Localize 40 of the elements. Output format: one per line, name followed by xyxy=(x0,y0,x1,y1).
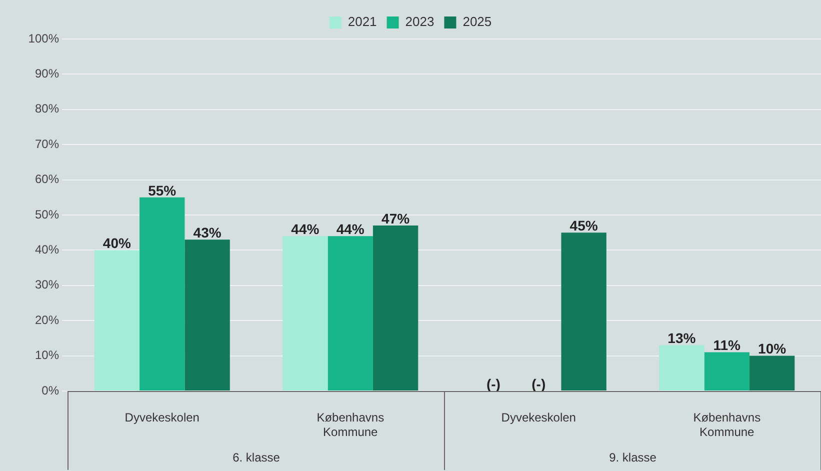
legend-label: 2021 xyxy=(348,14,377,30)
y-tick-label: 70% xyxy=(34,136,60,151)
x-tick-label: Dyvekeskolen xyxy=(124,410,200,425)
bar xyxy=(561,232,606,390)
y-tick-label: 0% xyxy=(42,383,60,398)
legend-label: 2023 xyxy=(405,14,434,30)
bar xyxy=(328,236,373,390)
data-label: 13% xyxy=(668,330,696,346)
data-label: 43% xyxy=(193,224,222,240)
y-tick-label: 40% xyxy=(34,242,60,257)
y-tick-label: 90% xyxy=(34,66,60,81)
y-tick-label: 80% xyxy=(34,102,60,116)
bar xyxy=(659,345,704,390)
y-tick-label: 30% xyxy=(34,278,60,292)
y-tick-label: 50% xyxy=(34,207,60,222)
x-tick-label: Københavns Kommune xyxy=(693,410,761,439)
bar xyxy=(140,197,185,390)
bar xyxy=(704,352,750,390)
y-tick-label: 100% xyxy=(28,31,60,46)
x-tick-label: Københavns Kommune xyxy=(316,410,384,439)
data-label: 44% xyxy=(336,220,365,237)
y-tick-label: 60% xyxy=(34,172,60,186)
text: 6. klasse xyxy=(232,450,280,464)
bar xyxy=(372,226,418,390)
data-label: 40% xyxy=(102,235,132,252)
legend-label: 2025 xyxy=(462,14,492,30)
y-tick-label: 10% xyxy=(34,348,60,362)
data-label: 45% xyxy=(570,217,598,234)
bar xyxy=(94,250,140,390)
bar xyxy=(282,236,328,390)
text: 9. klasse xyxy=(609,450,657,464)
data-label: 10% xyxy=(758,340,787,357)
data-label: 47% xyxy=(382,210,410,226)
y-tick-label: 20% xyxy=(34,312,60,327)
data-label: 44% xyxy=(291,220,320,237)
x-tick-label: Dyvekeskolen xyxy=(501,410,576,425)
bar xyxy=(749,356,795,390)
data-label: 11% xyxy=(713,337,742,354)
bar xyxy=(184,240,230,390)
data-label: 55% xyxy=(148,182,177,198)
